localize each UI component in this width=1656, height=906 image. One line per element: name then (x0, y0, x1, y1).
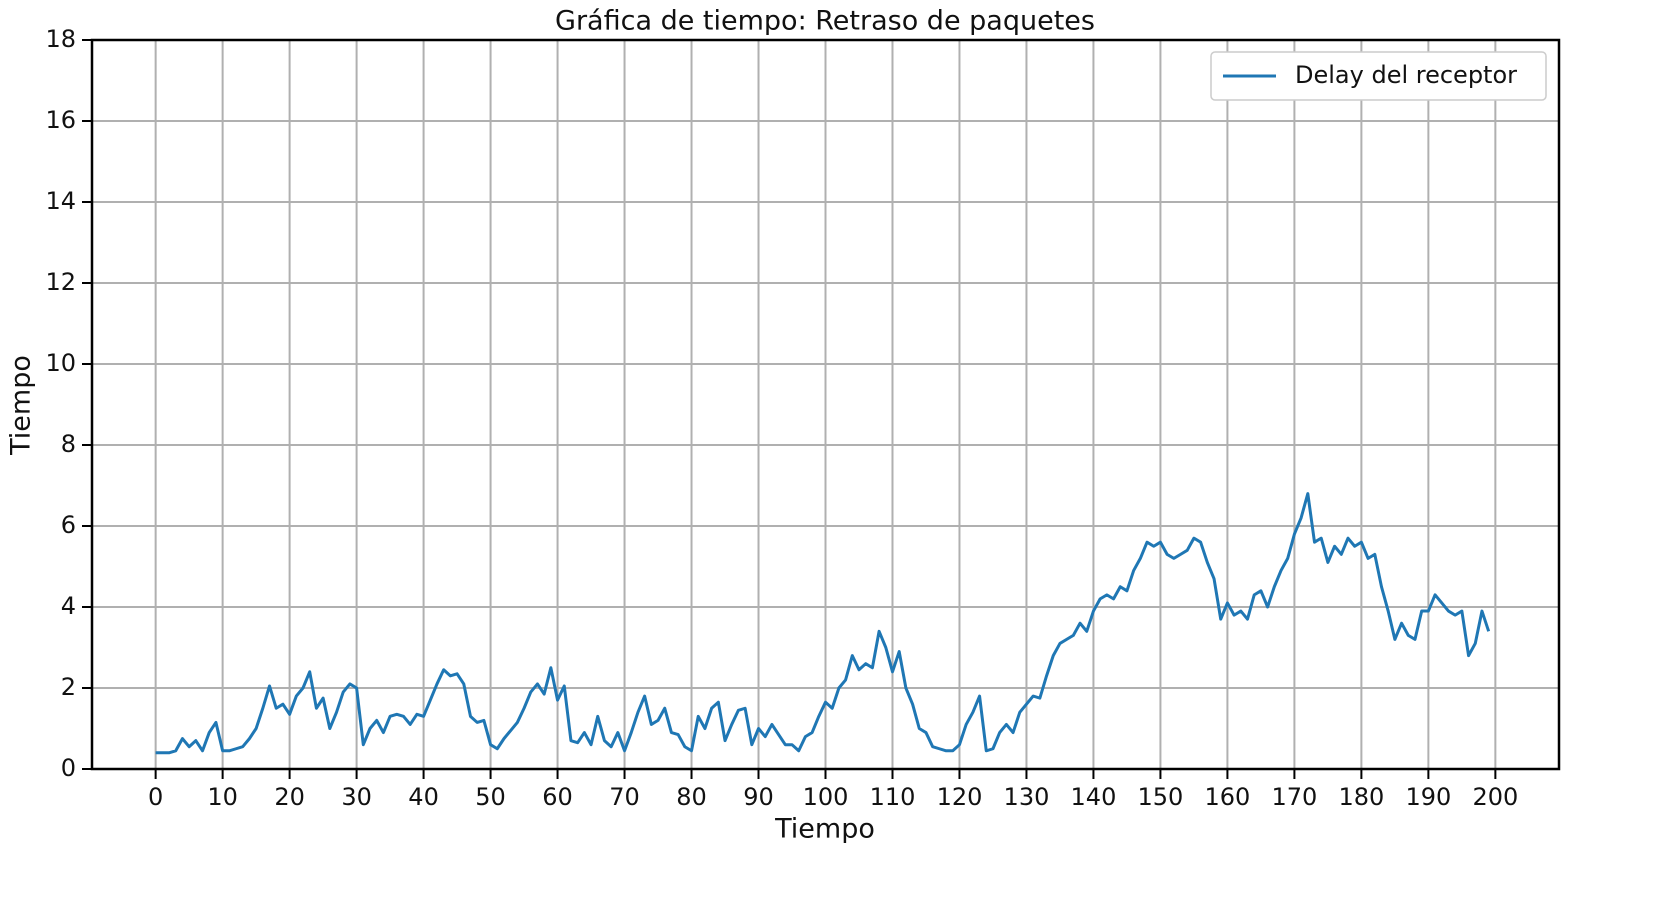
x-tick-label: 160 (1205, 783, 1251, 811)
y-tick-label: 4 (61, 592, 76, 620)
x-tick-label: 150 (1138, 783, 1184, 811)
legend-box (1210, 51, 1547, 101)
x-tick-label: 20 (274, 783, 305, 811)
legend-label: Delay del receptor (1295, 61, 1517, 89)
y-axis-label: Tiempo (6, 355, 37, 456)
y-tick-label: 12 (45, 268, 76, 296)
data-line (155, 492, 1491, 755)
x-tick-label: 180 (1338, 783, 1384, 811)
x-tick-label: 170 (1271, 783, 1317, 811)
x-tick-label: 120 (937, 783, 983, 811)
y-tick-label: 6 (61, 511, 76, 539)
x-tick-label: 50 (475, 783, 506, 811)
x-tick-label: 60 (542, 783, 573, 811)
y-tick-label: 16 (45, 106, 76, 134)
plot-frame (90, 38, 1561, 771)
x-axis-label: Tiempo (774, 814, 875, 845)
x-tick-label: 110 (870, 783, 916, 811)
x-tick-label: 80 (676, 783, 707, 811)
y-tick-label: 18 (45, 25, 76, 53)
y-tick-label: 8 (61, 430, 76, 458)
x-tick-label: 140 (1071, 783, 1117, 811)
x-tick-label: 190 (1405, 783, 1451, 811)
y-tick-label: 10 (45, 349, 76, 377)
x-tick-label: 70 (609, 783, 640, 811)
x-tick-label: 10 (207, 783, 238, 811)
x-tick-label: 0 (148, 783, 163, 811)
chart-title: Gráfica de tiempo: Retraso de paquetes (555, 6, 1095, 37)
y-tick-label: 0 (61, 754, 76, 782)
y-tick-label: 2 (61, 673, 76, 701)
x-tick-label: 100 (803, 783, 849, 811)
y-tick-label: 14 (45, 187, 76, 215)
x-tick-label: 200 (1472, 783, 1518, 811)
x-tick-label: 30 (341, 783, 372, 811)
x-tick-label: 90 (743, 783, 774, 811)
x-tick-label: 40 (408, 783, 439, 811)
x-tick-label: 130 (1004, 783, 1050, 811)
